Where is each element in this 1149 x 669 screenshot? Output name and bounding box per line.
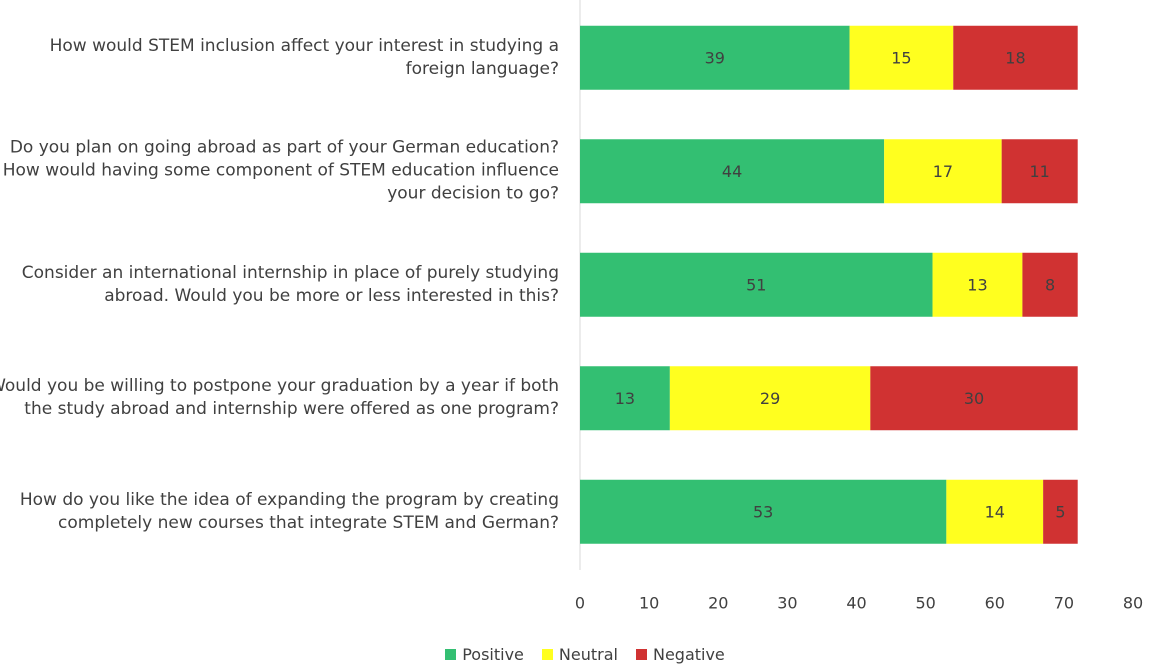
legend-item: Positive [445,645,524,664]
legend-item: Neutral [541,645,618,664]
data-label: 8 [1045,275,1055,294]
x-tick-label: 50 [915,594,935,613]
legend-label: Negative [652,645,725,664]
data-label: 17 [933,162,953,181]
legend-label: Neutral [558,645,618,664]
bar-segment [1001,139,1078,204]
bar-segment [580,479,947,544]
bar-segment [932,252,1023,317]
bar-segment [580,366,670,431]
bar-segment [580,252,933,317]
bar-segment [580,25,850,90]
data-label: 11 [1030,162,1050,181]
bar-segment [884,139,1002,204]
data-label: 44 [722,162,742,181]
data-label: 15 [891,48,911,67]
legend-label: Positive [462,645,524,664]
data-label: 51 [746,275,766,294]
bar-segment [669,366,871,431]
data-label: 39 [705,48,725,67]
data-label: 29 [760,389,780,408]
legend-swatch [541,649,553,660]
legend-item: Negative [635,645,725,664]
x-tick-label: 60 [985,594,1005,613]
x-tick-label: 0 [575,594,585,613]
data-label: 13 [615,389,635,408]
data-label: 13 [967,275,987,294]
x-tick-label: 70 [1054,594,1074,613]
category-label: Consider an international internship in … [21,262,559,306]
bar-segment [580,139,885,204]
bar-segment [1043,479,1078,544]
bar-segment [870,366,1078,431]
category-label: How would STEM inclusion affect your int… [49,35,559,79]
legend-swatch [635,649,647,660]
x-tick-label: 20 [708,594,728,613]
data-label: 5 [1055,502,1065,521]
category-label: Do you plan on going abroad as part of y… [2,137,559,204]
bar-segment [1022,252,1078,317]
legend: Positive Neutral Negative [0,645,1149,664]
data-label: 18 [1005,48,1025,67]
x-tick-label: 10 [639,594,659,613]
legend-swatch [445,649,457,660]
bar-segment [849,25,954,90]
x-tick-label: 30 [777,594,797,613]
category-label: Would you be willing to postpone your gr… [0,376,559,420]
x-tick-label: 40 [846,594,866,613]
bar-segment [953,25,1078,90]
category-label: How do you like the idea of expanding th… [19,489,559,533]
x-tick-label: 80 [1123,594,1143,613]
data-label: 53 [753,502,773,521]
bar-segment [946,479,1044,544]
data-label: 14 [985,502,1005,521]
data-label: 30 [964,389,984,408]
